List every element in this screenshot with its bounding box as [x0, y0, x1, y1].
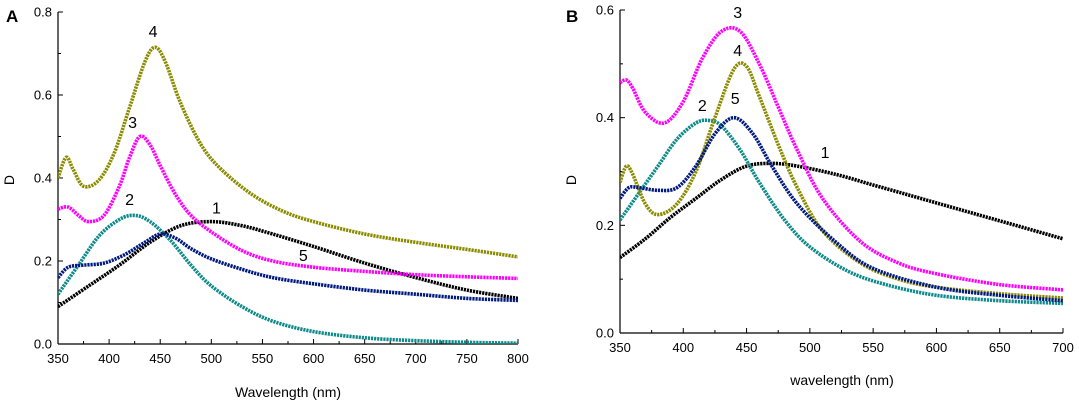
x-tick-label: 800 [507, 351, 529, 366]
series-line-5 [58, 232, 518, 303]
y-axis-title: D [1, 175, 17, 185]
x-tick-label: 750 [456, 351, 478, 366]
curve-label-5: 5 [731, 91, 740, 108]
x-tick-label: 350 [47, 351, 69, 366]
curve-label-3: 3 [128, 115, 137, 132]
y-tick-label: 0.8 [34, 5, 52, 20]
y-tick-label: 0.6 [34, 88, 52, 103]
y-tick-label: 0.4 [34, 171, 52, 186]
x-tick-label: 700 [405, 351, 427, 366]
series-line-5 [620, 115, 1063, 303]
x-tick-label: 650 [354, 351, 376, 366]
y-tick-label: 0.4 [596, 110, 614, 125]
x-tick-label: 350 [609, 340, 631, 355]
curve-label-5: 5 [299, 248, 308, 265]
panel-letter: A [6, 7, 18, 26]
y-tick-label: 0.0 [596, 326, 614, 341]
panel-a: 350 400 450 500 550 600 650 700 750 800 0.0 0.2 0.4 0… [1, 5, 529, 401]
panel-b: 350 400 450 500 550 600 650 700 0.0 0.2 0.4 0.6 wave… [563, 3, 1074, 389]
x-tick-label: 600 [926, 340, 948, 355]
y-tick-label: 0.2 [596, 218, 614, 233]
y-tick-label: 0.0 [34, 337, 52, 352]
x-tick-label: 500 [200, 351, 222, 366]
x-tick-label: 400 [98, 351, 120, 366]
series-line-1 [620, 161, 1063, 260]
y-tick-label: 0.2 [34, 254, 52, 269]
x-tick-label: 600 [303, 351, 325, 366]
series-line-2 [58, 213, 518, 344]
curve-label-4: 4 [733, 43, 742, 60]
series-line-1 [58, 219, 518, 309]
series-line-4 [58, 45, 518, 259]
y-axis-title: D [563, 175, 579, 185]
panel-letter: B [566, 7, 578, 26]
x-tick-label: 450 [736, 340, 758, 355]
curve-label-1: 1 [821, 145, 830, 162]
curve-label-2: 2 [125, 192, 134, 209]
x-axis-title: Wavelength (nm) [235, 384, 341, 400]
curve-label-2: 2 [698, 98, 707, 115]
x-tick-label: 700 [1052, 340, 1074, 355]
x-tick-label: 500 [799, 340, 821, 355]
x-tick-label: 450 [149, 351, 171, 366]
x-axis-title: wavelength (nm) [789, 372, 894, 388]
x-tick-label: 400 [672, 340, 694, 355]
x-tick-label: 550 [862, 340, 884, 355]
x-tick-label: 550 [252, 351, 274, 366]
y-tick-label: 0.6 [596, 3, 614, 18]
x-tick-label: 650 [989, 340, 1011, 355]
curve-label-3: 3 [733, 5, 742, 22]
series-line-3 [58, 134, 518, 281]
series-line-2 [620, 118, 1063, 306]
curve-label-1: 1 [212, 200, 221, 217]
curve-label-4: 4 [149, 24, 158, 41]
